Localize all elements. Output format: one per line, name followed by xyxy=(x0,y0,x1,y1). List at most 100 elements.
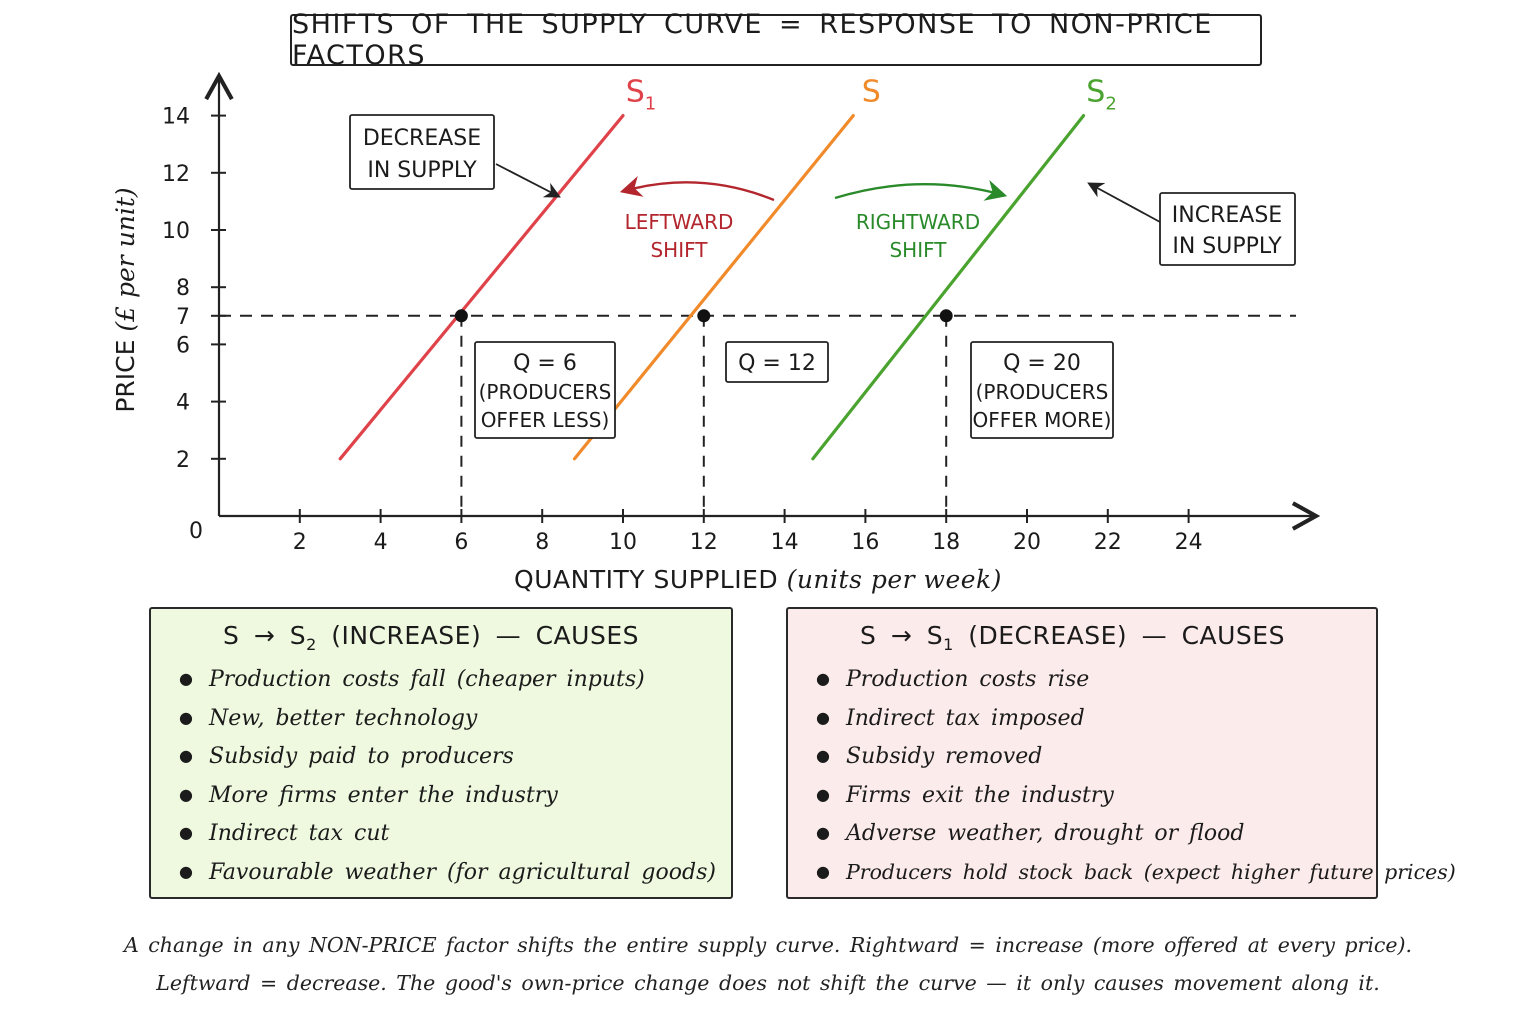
bullet-icon: ● xyxy=(179,707,193,727)
decrease-annotation-arrow xyxy=(495,163,561,198)
list-item: ● More firms enter the industry xyxy=(179,776,731,815)
list-item-text: Adverse weather, drought or flood xyxy=(846,821,1245,846)
bullet-icon: ● xyxy=(816,823,830,842)
y-tick-label: 4 xyxy=(176,391,190,416)
rightward-shift-label: RIGHTWARD xyxy=(856,210,980,234)
rightward-shift-label: SHIFT xyxy=(889,238,947,262)
bullet-icon: ● xyxy=(816,861,830,881)
x-axis-label-main: QUANTITY SUPPLIED xyxy=(514,565,787,594)
x-tick-label: 14 xyxy=(771,530,799,555)
increase-panel-heading: S → S2 (INCREASE) — CAUSES xyxy=(223,621,731,654)
decrease-annotation-line: DECREASE xyxy=(363,126,481,151)
list-item: ● Production costs fall (cheaper inputs) xyxy=(179,660,731,699)
equilibrium-point xyxy=(697,309,711,323)
leftward-shift-label: LEFTWARD xyxy=(625,210,734,234)
increase-heading-subscript: 2 xyxy=(306,635,317,654)
x-tick-label: 2 xyxy=(293,530,307,555)
supply-curve-1 xyxy=(338,113,625,461)
y-axis-label: PRICE (£ per unit) xyxy=(111,187,140,412)
bullet-icon: ● xyxy=(179,823,193,842)
x-axis-label: QUANTITY SUPPLIED (units per week) xyxy=(514,565,1002,594)
list-item: ● Producers hold stock back (expect highe… xyxy=(816,853,1456,892)
rightward-shift-arrow xyxy=(834,179,1008,201)
curve-label-subscript: 1 xyxy=(645,94,656,115)
x-tick-label: 4 xyxy=(374,530,388,555)
bullet-icon: ● xyxy=(179,669,193,688)
x-axis-label-unit: (units per week) xyxy=(787,565,1002,594)
decrease-causes-list: ● Production costs rise ● Indirect tax imp… xyxy=(816,660,1456,892)
x-tick-label: 20 xyxy=(1013,530,1041,555)
list-item: ● Firms exit the industry xyxy=(816,776,1376,815)
bullet-icon: ● xyxy=(179,784,193,804)
y-tick-label: 12 xyxy=(162,162,190,187)
list-item: ● Indirect tax imposed xyxy=(816,699,1376,738)
footnote-line-1: A change in any NON-PRICE factor shifts … xyxy=(123,933,1413,957)
decrease-panel-heading: S → S1 (DECREASE) — CAUSES xyxy=(860,621,1376,654)
increase-annotation-line: INCREASE xyxy=(1172,203,1282,228)
decrease-heading-prefix: S → S xyxy=(860,621,944,650)
x-tick-label: 16 xyxy=(851,530,879,555)
x-tick-label: 8 xyxy=(535,530,549,555)
x-tick-label: 24 xyxy=(1175,530,1203,555)
bullet-icon: ● xyxy=(816,707,830,727)
increase-heading-suffix: (INCREASE) — CAUSES xyxy=(316,621,639,650)
quantity-label-box xyxy=(474,341,616,439)
equilibrium-point xyxy=(939,309,953,323)
quantity-label-box xyxy=(725,341,829,383)
decrease-causes-panel: S → S1 (DECREASE) — CAUSES ● Production c… xyxy=(786,607,1456,899)
increase-causes-list: ● Production costs fall (cheaper inputs) … xyxy=(179,660,731,891)
y-tick-label: 10 xyxy=(162,219,190,244)
leftward-shift-label: SHIFT xyxy=(650,238,708,262)
bullet-icon: ● xyxy=(179,746,193,765)
list-item-text: Production costs rise xyxy=(846,667,1090,692)
x-tick-label: 18 xyxy=(932,530,960,555)
equilibrium-point xyxy=(454,309,468,323)
decrease-heading-subscript: 1 xyxy=(943,635,954,654)
bullet-icon: ● xyxy=(816,784,830,804)
curve-label-name: S xyxy=(626,75,645,110)
bullet-icon: ● xyxy=(816,746,830,765)
supply-curve-label: S1 xyxy=(626,75,657,115)
origin-label: 0 xyxy=(189,519,203,544)
supply-curve-label: S2 xyxy=(1086,75,1117,115)
quantity-label-note: OFFER MORE) xyxy=(973,408,1112,432)
bullet-icon: ● xyxy=(179,861,193,881)
leftward-shift-arrow xyxy=(619,175,775,202)
list-item-text: Producers hold stock back (expect higher… xyxy=(846,859,1456,884)
list-item-text: Subsidy removed xyxy=(846,744,1043,769)
list-item-text: Favourable weather (for agricultural goo… xyxy=(209,859,716,885)
decrease-heading-suffix: (DECREASE) — CAUSES xyxy=(953,621,1285,650)
y-tick-label: 6 xyxy=(176,333,190,358)
title-box: SHIFTS OF THE SUPPLY CURVE = RESPONSE TO… xyxy=(290,9,1262,71)
list-item: ● Production costs rise xyxy=(816,660,1376,699)
list-item-text: New, better technology xyxy=(209,705,478,731)
list-item-text: Indirect tax imposed xyxy=(846,705,1085,731)
curve-label-name: S xyxy=(862,75,881,110)
supply-curve-2 xyxy=(572,113,855,461)
supply-curve-label: S xyxy=(862,75,881,110)
list-item: ● Favourable weather (for agricultural go… xyxy=(179,853,731,892)
list-item: ● Adverse weather, drought or flood xyxy=(816,814,1376,853)
footnote-line-2: Leftward = decrease. The good's own-pric… xyxy=(156,971,1380,995)
quantity-label-box xyxy=(970,341,1114,439)
increase-annotation-box xyxy=(1159,192,1296,266)
list-item: ● Subsidy paid to producers xyxy=(179,737,731,776)
footnote: A change in any NON-PRICE factor shifts … xyxy=(0,926,1536,1002)
list-item-text: Firms exit the industry xyxy=(846,782,1114,808)
decrease-annotation-line: IN SUPPLY xyxy=(367,158,477,183)
x-tick-label: 6 xyxy=(454,530,468,555)
list-item-text: Indirect tax cut xyxy=(209,821,390,846)
supply-shift-chart: 0 2 4 6 8 10 12 14 16 18 20 22 2424678101214QUANTITY… xyxy=(111,71,1321,594)
x-tick-label: 10 xyxy=(609,530,637,555)
quantity-label: Q = 20 xyxy=(1003,351,1081,376)
x-tick-label: 12 xyxy=(690,530,718,555)
y-tick-label: 8 xyxy=(176,276,190,301)
x-tick-label: 22 xyxy=(1094,530,1122,555)
increase-annotation-line: IN SUPPLY xyxy=(1172,234,1282,259)
list-item: ● Subsidy removed xyxy=(816,737,1376,776)
decrease-annotation-box xyxy=(349,114,495,190)
y-tick-label: 7 xyxy=(176,305,190,330)
list-item-text: Production costs fall (cheaper inputs) xyxy=(209,667,645,692)
y-axis-label-main: PRICE xyxy=(111,332,140,413)
quantity-label: Q = 6 xyxy=(513,351,577,376)
